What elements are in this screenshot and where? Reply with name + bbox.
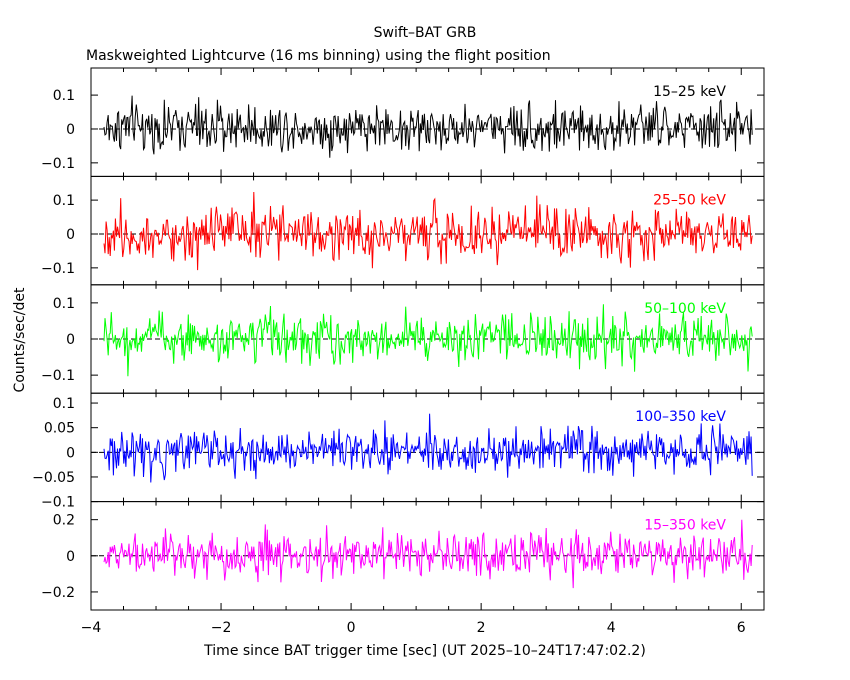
y-tick-label: −0.1: [41, 495, 75, 511]
series-line: [103, 95, 753, 158]
y-tick-label: −0.2: [41, 585, 75, 601]
x-tick-label: −4: [81, 620, 102, 636]
y-tick-label: 0: [66, 122, 75, 138]
y-tick-label: 0.1: [53, 396, 75, 412]
y-tick-label: −0.1: [41, 156, 75, 172]
y-tick-label: 0.1: [53, 296, 75, 312]
y-tick-label: 0: [66, 227, 75, 243]
series-line: [103, 191, 753, 271]
y-tick-label: −0.1: [41, 368, 75, 384]
series-legend-label: 15–25 keV: [653, 84, 726, 100]
chart-title: Swift–BAT GRB: [374, 25, 477, 41]
y-tick-label: −0.05: [32, 470, 75, 486]
x-axis-label: Time since BAT trigger time [sec] (UT 20…: [203, 643, 646, 659]
series-legend-label: 25–50 keV: [653, 192, 726, 208]
y-axis-label: Counts/sec/det: [12, 287, 28, 392]
x-tick-label: 2: [477, 620, 486, 636]
chart-subtitle: Maskweighted Lightcurve (16 ms binning) …: [86, 48, 551, 64]
panels-group: −0.1 0 0.1 15–25 keV −0.1 0 0.1 25–50 keV −0.1 0 0…: [32, 67, 765, 636]
y-tick-label: 0.2: [53, 513, 75, 529]
x-tick-label: 4: [607, 620, 616, 636]
y-tick-label: 0.1: [53, 88, 75, 104]
series-line: [103, 413, 753, 483]
series-legend-label: 15–350 keV: [644, 518, 726, 534]
x-tick-label: 0: [347, 620, 356, 636]
series-legend-label: 100–350 keV: [635, 409, 726, 425]
y-tick-label: 0.05: [44, 421, 75, 437]
y-tick-label: 0: [66, 549, 75, 565]
y-tick-label: −0.1: [41, 261, 75, 277]
y-tick-label: 0.1: [53, 193, 75, 209]
y-tick-label: 0: [66, 332, 75, 348]
x-tick-label: −2: [211, 620, 232, 636]
x-tick-label: 6: [737, 620, 746, 636]
y-tick-label: 0: [66, 445, 75, 461]
series-legend-label: 50–100 keV: [644, 301, 726, 317]
series-line: [103, 304, 753, 377]
series-line: [103, 519, 753, 589]
